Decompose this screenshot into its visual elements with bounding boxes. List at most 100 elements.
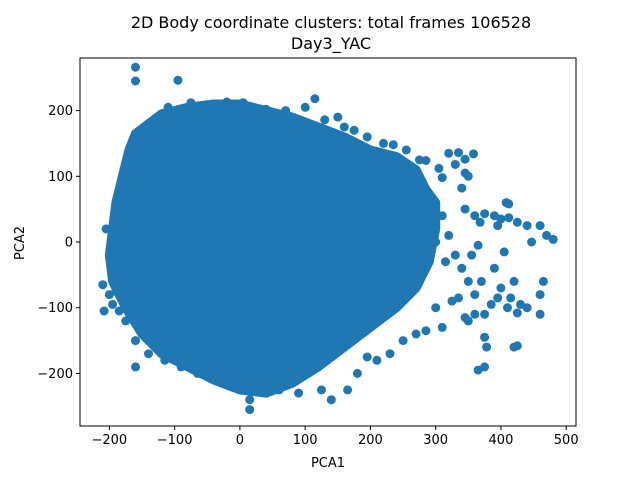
scatter-point [320,115,330,125]
scatter-point [281,106,291,116]
scatter-point [457,263,467,273]
x-axis-ticks: −200 −100 0 100 200 300 400 500 [92,426,579,448]
scatter-point [388,140,398,150]
scatter-point [431,303,441,313]
scatter-point [444,148,454,158]
scatter-point [204,101,214,111]
scatter-point [160,355,170,365]
scatter-point [372,355,382,365]
scatter-point [294,388,304,398]
scatter-point [131,76,140,86]
scatter-point [421,156,431,165]
scatter-point [499,247,509,257]
scatter-point [121,316,131,326]
scatter-point [144,349,153,359]
scatter-point [98,280,108,290]
scatter-point [131,62,140,72]
scatter-point [473,365,483,375]
scatter-point [114,306,124,316]
scatter-point [476,276,486,286]
scatter-point [535,309,545,319]
scatter-point [326,395,336,405]
scatter-point [418,224,428,234]
y-tick-label: −100 [37,301,73,316]
scatter-point [379,171,388,181]
scatter-point [317,385,326,395]
scatter-point [527,237,537,247]
scatter-point [460,204,470,214]
scatter-point [469,149,478,159]
scatter-point [411,329,421,339]
scatter-point [310,94,320,104]
scatter-point [470,309,480,319]
scatter-point [111,286,121,296]
x-axis-label: PCA1 [311,456,345,471]
scatter-point [506,293,516,303]
plot-area [98,62,558,415]
scatter-point [108,299,118,309]
x-tick-label: 500 [554,433,579,448]
scatter-point [503,303,512,313]
scatter-point [274,385,284,395]
scatter-point [482,342,492,352]
scatter-point [437,211,447,221]
scatter-point [209,365,219,375]
x-tick-label: 400 [489,433,514,448]
x-tick-label: −200 [92,433,128,448]
scatter-point [522,303,532,313]
scatter-point [493,293,503,303]
scatter-point [454,148,463,158]
scatter-point [441,257,450,267]
scatter-point [411,191,421,201]
scatter-point [470,290,480,300]
scatter-point [125,175,135,185]
scatter-point [473,240,483,250]
scatter-point [542,230,552,240]
scatter-point [401,145,411,155]
scatter-point [437,322,447,332]
y-tick-label: 100 [48,170,73,185]
scatter-point [245,395,255,405]
x-tick-label: 300 [423,433,448,448]
scatter-point [261,378,271,388]
scatter-point [480,332,490,342]
y-tick-label: −200 [37,367,73,382]
scatter-point [392,270,401,280]
scatter-point [193,368,202,378]
scatter-point [496,214,506,224]
scatter-point [548,234,558,244]
x-tick-label: 100 [293,433,318,448]
scatter-point [522,221,532,231]
scatter-point [121,198,131,208]
scatter-point [489,263,499,273]
scatter-point [424,244,434,254]
scatter-point [444,230,454,240]
scatter-point [228,372,238,382]
scatter-point [538,276,548,286]
scatter-point [385,349,395,359]
scatter-point [470,211,480,221]
scatter-point [150,120,160,130]
scatter-point [504,199,514,209]
y-tick-label: 200 [48,104,73,119]
scatter-point [463,171,473,181]
scatter-point [496,283,506,293]
scatter-point [99,306,109,316]
scatter-point [101,224,111,234]
scatter-point [467,250,477,260]
scatter-point [245,405,255,415]
scatter-point [437,173,447,183]
chart-subtitle: Day3_YAC [291,34,371,54]
dense-cluster-region [104,99,441,398]
scatter-point [504,213,514,223]
scatter-point [131,336,140,346]
scatter-point [431,237,441,247]
scatter-point [463,316,473,326]
scatter-point [300,102,310,112]
scatter-point [450,250,460,260]
scatter-point [362,352,372,362]
scatter-point [535,221,545,231]
scatter-point [434,163,444,173]
scatter-point [421,326,431,336]
scatter-point [379,138,388,148]
